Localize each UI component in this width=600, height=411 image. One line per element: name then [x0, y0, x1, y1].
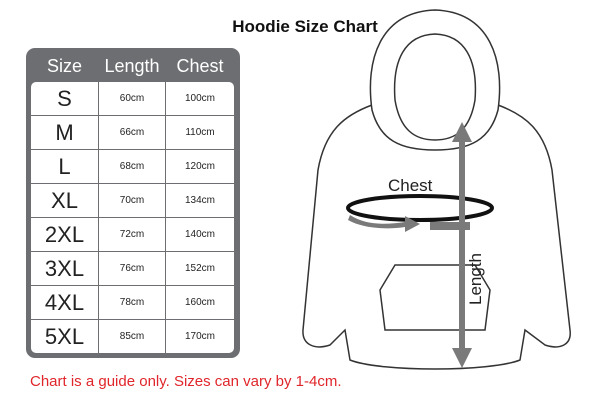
- table-row: S 60cm 100cm: [31, 82, 234, 115]
- cell-size: M: [31, 116, 98, 149]
- header-chest: Chest: [176, 56, 224, 76]
- size-table: Size Length Chest S 60cm 100cm M 66cm 110cm L 6…: [26, 48, 240, 358]
- page-title: Hoodie Size Chart: [232, 17, 378, 36]
- table-row: 2XL 72cm 140cm: [31, 218, 234, 251]
- cell-chest: 152cm: [166, 252, 234, 285]
- cell-chest: 110cm: [166, 116, 234, 149]
- table-row: XL 70cm 134cm: [31, 184, 234, 217]
- cell-length: 66cm: [99, 116, 165, 149]
- chest-measure-ellipse: [346, 194, 494, 222]
- chest-label: Chest: [388, 176, 433, 195]
- cell-chest: 134cm: [166, 184, 234, 217]
- cell-size: L: [31, 150, 98, 183]
- length-label: Length: [466, 253, 485, 305]
- cell-chest: 120cm: [166, 150, 234, 183]
- header-length: Length: [104, 56, 160, 76]
- cell-size: 3XL: [31, 252, 98, 285]
- header-size: Size: [46, 56, 82, 76]
- hood-opening: [393, 33, 477, 141]
- disclaimer-note: Chart is a guide only. Sizes can vary by…: [30, 373, 342, 390]
- cell-length: 70cm: [99, 184, 165, 217]
- table-row: 5XL 85cm 170cm: [31, 320, 234, 353]
- table-row: 4XL 78cm 160cm: [31, 286, 234, 319]
- table-row: 3XL 76cm 152cm: [31, 252, 234, 285]
- cell-length: 85cm: [99, 320, 165, 353]
- cell-size: 5XL: [31, 320, 98, 353]
- cell-size: 2XL: [31, 218, 98, 251]
- cell-size: 4XL: [31, 286, 98, 319]
- table-row: L 68cm 120cm: [31, 150, 234, 183]
- cell-size: S: [31, 82, 98, 115]
- table-body: S 60cm 100cm M 66cm 110cm L 68cm 120cm XL 70cm 134c…: [31, 82, 234, 354]
- cell-chest: 160cm: [166, 286, 234, 319]
- cell-length: 78cm: [99, 286, 165, 319]
- cell-length: 72cm: [99, 218, 165, 251]
- cell-chest: 170cm: [166, 320, 234, 353]
- cell-length: 60cm: [99, 82, 165, 115]
- cell-chest: 100cm: [166, 82, 234, 115]
- length-arrow-up-icon: [452, 122, 472, 142]
- cell-chest: 140cm: [166, 218, 234, 251]
- cell-length: 76cm: [99, 252, 165, 285]
- cell-length: 68cm: [99, 150, 165, 183]
- table-row: M 66cm 110cm: [31, 116, 234, 149]
- cell-size: XL: [31, 184, 98, 217]
- chest-arrow-icon: [348, 215, 420, 232]
- length-arrow-down-icon: [452, 348, 472, 368]
- hoodie-body: [302, 104, 571, 370]
